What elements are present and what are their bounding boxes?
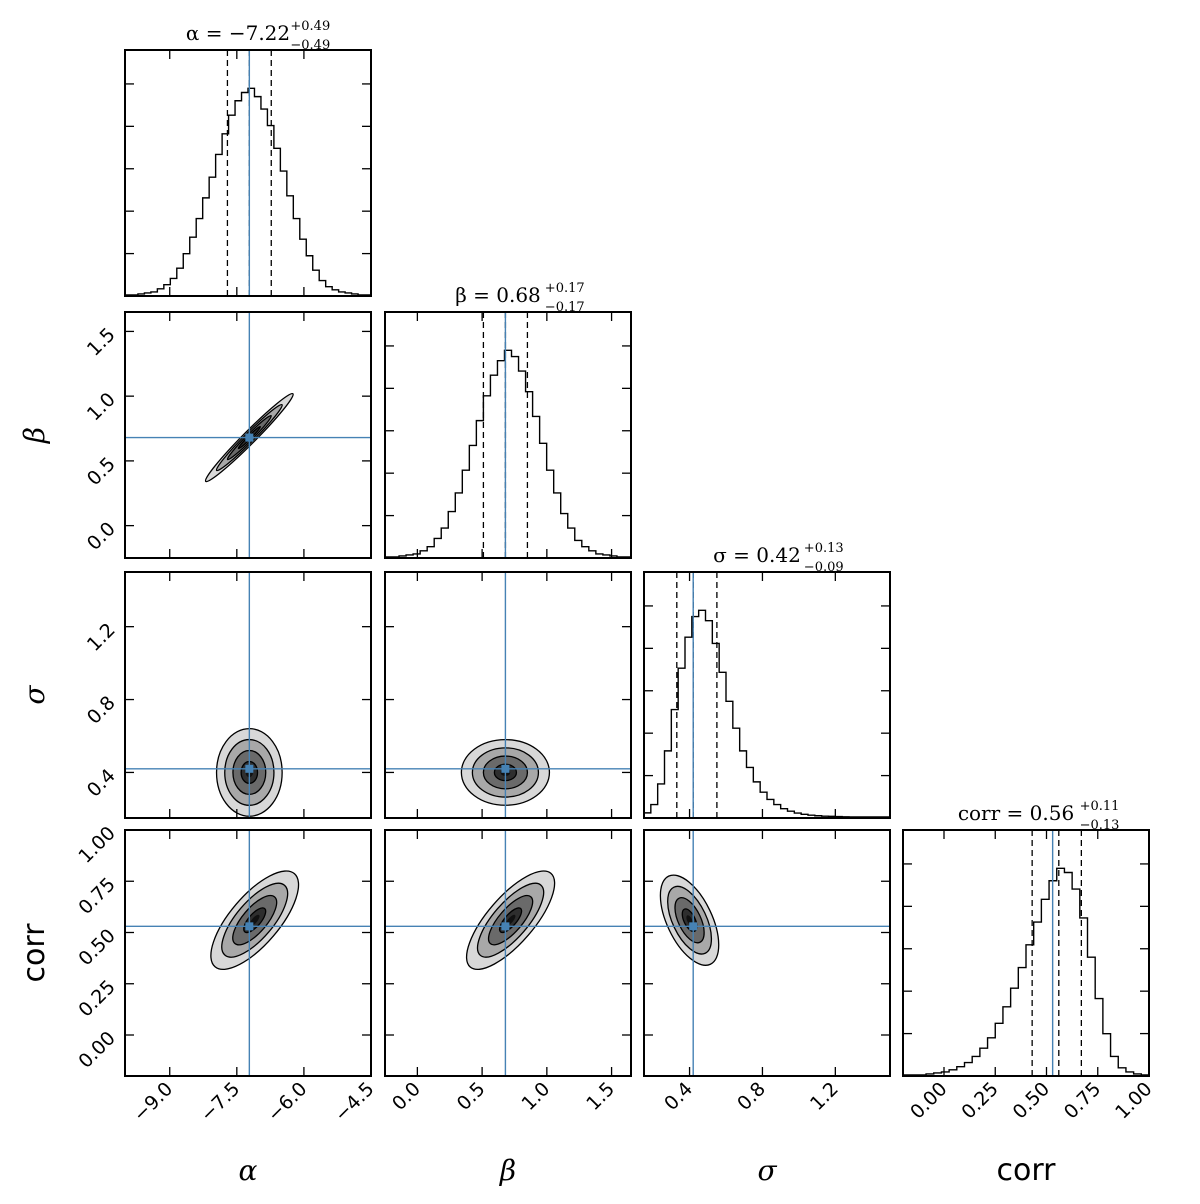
panel-corr-vs-alpha (125, 830, 371, 1076)
truth-marker (501, 764, 510, 773)
panel-border (124, 311, 372, 559)
axes-frame (124, 49, 372, 297)
axes-frame (384, 829, 632, 1077)
panel-border (124, 829, 372, 1077)
panel-border (643, 829, 891, 1077)
truth-marker (501, 922, 510, 931)
y-axis-label-beta: β (18, 427, 51, 444)
title-beta: β = 0.68 (455, 283, 541, 307)
panel-corr-vs-sigma (644, 830, 890, 1076)
title-err-plus: +0.17 (545, 281, 585, 296)
axes-frame (124, 311, 372, 559)
axes-frame (124, 571, 372, 819)
title-err-plus: +0.49 (290, 19, 330, 34)
panel-border (124, 571, 372, 819)
panel-sigma-vs-beta (385, 572, 631, 818)
x-axis-label-beta: β (499, 1154, 516, 1187)
truth-marker (245, 764, 254, 773)
panel-border (902, 829, 1150, 1077)
histogram-corr (903, 867, 1149, 1076)
title-alpha: α = −7.22 (186, 21, 290, 45)
panel-border (124, 49, 372, 297)
panel-hist-alpha: α = −7.22 +0.49−0.49 (125, 19, 371, 296)
axes-frame (902, 829, 1150, 1077)
histogram-alpha (125, 87, 371, 296)
truth-marker (689, 922, 698, 931)
y-axis-label-sigma: σ (18, 685, 51, 705)
x-axis-label-alpha: α (239, 1154, 258, 1187)
title-err-plus: +0.13 (804, 541, 844, 556)
axes-frame (643, 829, 891, 1077)
histogram-beta (385, 349, 631, 558)
plot-root: α = −7.22 +0.49−0.49β = 0.68 +0.17−0.17σ =… (17, 19, 1157, 1188)
x-axis-label-corr: corr (997, 1153, 1057, 1188)
title-sigma: σ = 0.42 (713, 543, 801, 567)
axes-frame (384, 571, 632, 819)
title-err-plus: +0.11 (1080, 799, 1120, 814)
axes-frame (384, 311, 632, 559)
panel-corr-vs-beta (385, 830, 631, 1076)
histogram-sigma (643, 609, 890, 818)
truth-marker (245, 922, 254, 931)
panel-border (384, 829, 632, 1077)
panel-hist-sigma: σ = 0.42 +0.13−0.09 (643, 541, 890, 818)
title-corr: corr = 0.56 (958, 801, 1074, 825)
panel-border (384, 311, 632, 559)
panel-border (384, 571, 632, 819)
axes-frame (124, 829, 372, 1077)
panel-border (643, 571, 891, 819)
panel-beta-vs-alpha (125, 312, 371, 558)
truth-marker (245, 433, 254, 442)
panel-hist-beta: β = 0.68 +0.17−0.17 (385, 281, 631, 558)
panel-hist-corr: corr = 0.56 +0.11−0.13 (903, 799, 1149, 1076)
panel-sigma-vs-alpha (125, 572, 371, 818)
x-axis-label-sigma: σ (757, 1154, 777, 1187)
y-axis-label-corr: corr (17, 923, 52, 983)
axes-frame (643, 571, 891, 819)
